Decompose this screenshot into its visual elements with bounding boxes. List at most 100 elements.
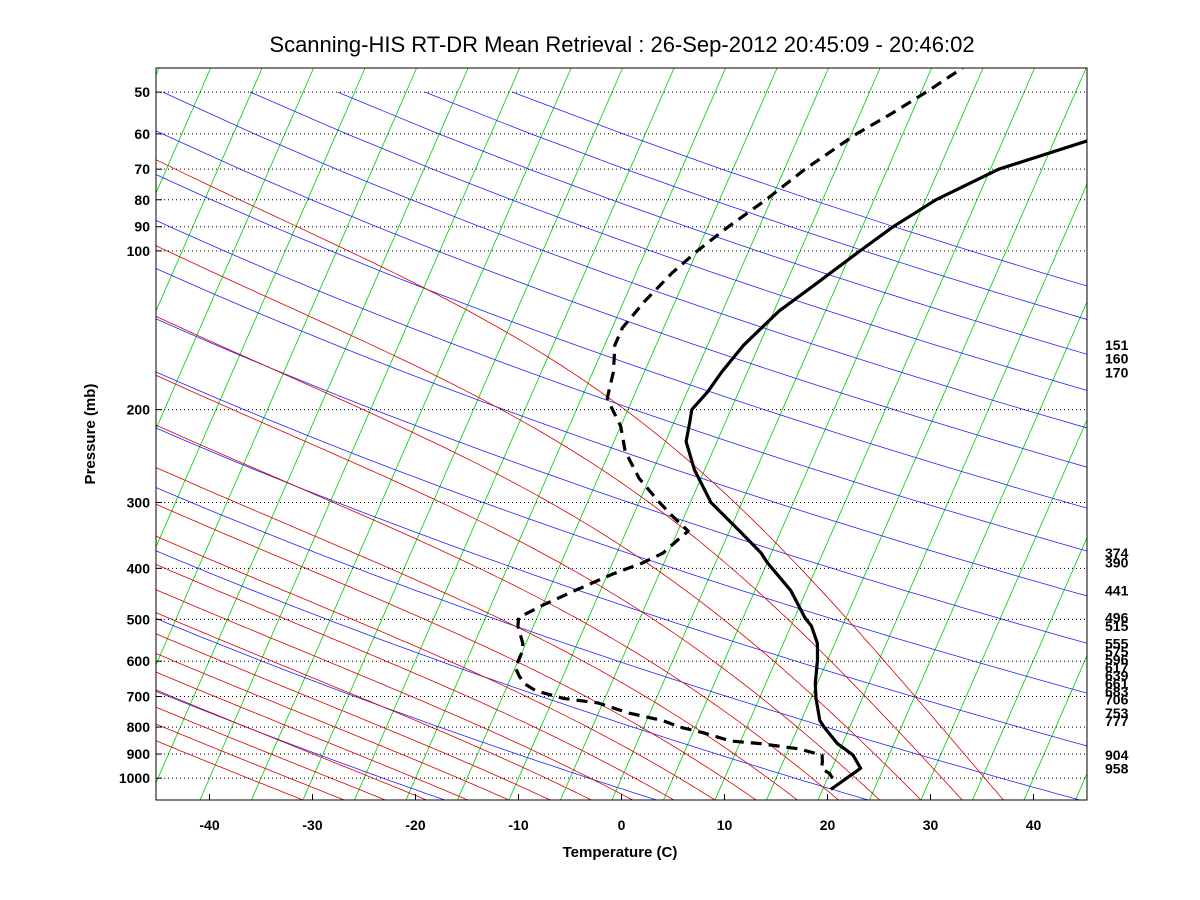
isotherm-line <box>508 68 829 800</box>
dry-adiabat-line <box>156 427 1087 747</box>
isotherm-line <box>817 182 1087 800</box>
solid-profile-line <box>684 139 1087 791</box>
right-axis-label: 904 <box>1105 747 1129 763</box>
moist-adiabat-line <box>156 315 922 800</box>
y-tick-label: 700 <box>127 688 151 704</box>
right-axis-label: 706 <box>1105 692 1129 708</box>
x-tick-label: -20 <box>405 817 425 833</box>
isotherm-line <box>611 68 932 800</box>
x-tick-label: 20 <box>820 817 836 833</box>
right-axis-label: 661 <box>1105 676 1129 692</box>
y-tick-label: 90 <box>134 219 150 235</box>
dry-adiabat-line <box>156 487 1080 800</box>
right-axis-label: 596 <box>1105 652 1129 668</box>
isotherm-line <box>156 68 417 666</box>
moist-adiabat-line <box>156 245 963 800</box>
dry-adiabat-line <box>156 550 869 800</box>
y-axis-ticks: 50 60 70 80 90 100 200 300 400 500 600 700 800 900 100… <box>119 84 162 786</box>
y-tick-label: 60 <box>134 126 150 142</box>
isotherm-line <box>920 418 1087 800</box>
right-axis-label: 170 <box>1105 364 1129 380</box>
moist-adiabat-line <box>156 503 757 800</box>
isotherm-line <box>354 68 675 800</box>
isotherm-line <box>156 68 366 548</box>
isotherm-line <box>0 68 5 800</box>
moist-adiabat-line <box>156 424 839 800</box>
x-tick-label: 30 <box>923 817 939 833</box>
isotherm-line <box>156 68 211 195</box>
x-tick-label: 0 <box>618 817 626 833</box>
dry-adiabat-line <box>156 690 445 800</box>
isotherm-line <box>199 68 520 800</box>
moist-adiabat-line <box>156 653 510 800</box>
right-axis-label: 753 <box>1105 705 1129 721</box>
isotherm-line <box>156 68 469 784</box>
x-axis-ticks: -40 -30 -20 -10 0 10 20 30 40 <box>199 794 1041 833</box>
y-tick-label: 70 <box>134 161 150 177</box>
right-axis-label: 160 <box>1105 350 1129 366</box>
y-tick-label: 800 <box>127 719 151 735</box>
y-axis-label: Pressure (mb) <box>82 384 99 485</box>
dry-adiabat-line <box>156 318 1087 644</box>
dry-adiabat-line <box>512 91 1087 287</box>
moist-adiabat-line <box>156 374 881 800</box>
isotherm-line <box>972 536 1087 800</box>
dry-adiabat-line <box>156 618 657 800</box>
y-tick-label: 300 <box>127 494 151 510</box>
right-axis-label: 575 <box>1105 643 1129 659</box>
moist-adiabat-line <box>156 564 674 800</box>
x-tick-label: 10 <box>717 817 733 833</box>
isotherm-line <box>1023 654 1087 800</box>
y-tick-label: 80 <box>134 192 150 208</box>
dry-adiabat-line <box>156 130 1087 468</box>
isotherm-line <box>714 68 1035 800</box>
y-tick-label: 1000 <box>119 770 150 786</box>
right-axis-label: 151 <box>1105 337 1129 353</box>
y-tick-label: 600 <box>127 653 151 669</box>
isotherm-line <box>869 300 1087 800</box>
right-axis-label: 374 <box>1105 545 1129 561</box>
dry-adiabat-line <box>156 174 1087 509</box>
dry-adiabat-line <box>156 219 1087 552</box>
isotherm-line <box>156 68 263 312</box>
isotherm-line <box>457 68 778 800</box>
isotherm-line <box>156 68 314 430</box>
moist-adiabat-line <box>156 740 304 800</box>
right-axis-label: 441 <box>1105 583 1129 599</box>
isotherm-line <box>0 68 56 800</box>
x-axis-label: Temperature (C) <box>563 844 678 861</box>
y-tick-label: 200 <box>127 402 151 418</box>
plot-frame <box>155 67 1088 801</box>
dry-adiabat-line <box>162 91 1087 429</box>
chart-title: Scanning-HIS RT-DR Mean Retrieval : 26-S… <box>269 32 974 57</box>
right-axis-label: 958 <box>1105 760 1129 776</box>
moist-adiabat-line <box>156 467 798 800</box>
moist-adiabat-line <box>156 671 468 800</box>
isotherm-line <box>766 68 1087 800</box>
y-tick-label: 50 <box>134 84 150 100</box>
dry-adiabat-line <box>156 371 1087 694</box>
isotherm-line <box>1075 772 1087 800</box>
background-lines <box>0 68 1200 800</box>
isotherm-line <box>560 68 881 800</box>
right-axis-label: 390 <box>1105 555 1129 571</box>
isotherm-line <box>1127 68 1200 800</box>
moist-adiabat-line <box>156 689 427 800</box>
isotherm-line <box>405 68 726 800</box>
right-axis-label: 496 <box>1105 610 1129 626</box>
x-tick-label: -30 <box>302 817 322 833</box>
dashed-profile-line <box>513 68 964 780</box>
right-axis-label: 617 <box>1105 660 1129 676</box>
isotherm-line <box>302 68 623 800</box>
moist-adiabat-line <box>156 706 386 800</box>
y-tick-label: 500 <box>127 611 151 627</box>
moist-adiabat-line <box>156 589 633 800</box>
x-tick-label: -40 <box>199 817 219 833</box>
right-axis-label: 777 <box>1105 713 1129 729</box>
x-tick-label: -10 <box>508 817 528 833</box>
moist-adiabat-line <box>156 159 1004 800</box>
y-tick-label: 100 <box>127 243 151 259</box>
y-tick-label: 900 <box>127 746 151 762</box>
y-tick-label: 400 <box>127 560 151 576</box>
